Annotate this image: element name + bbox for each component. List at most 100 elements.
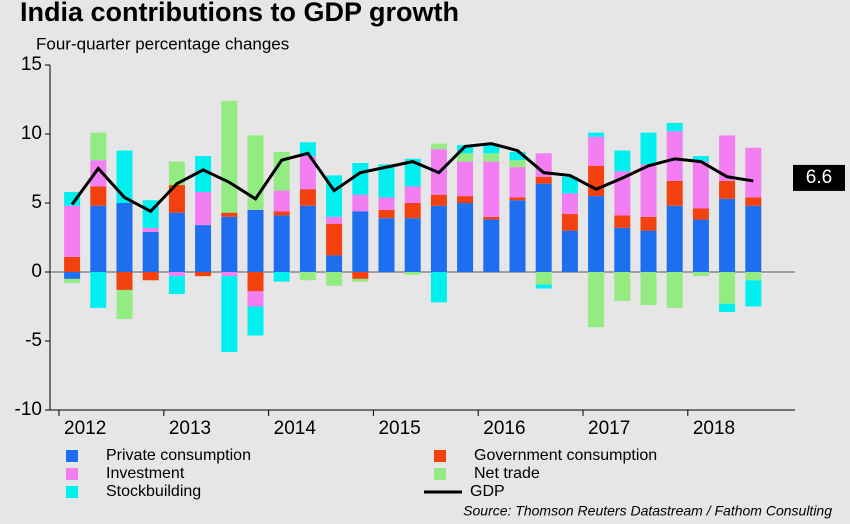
x-tick-label: 2013	[169, 418, 211, 439]
bar-segment	[483, 153, 500, 162]
bar-segment	[352, 211, 369, 272]
bar-segment	[116, 150, 133, 203]
bar-segment	[745, 205, 762, 272]
bar-segment	[692, 208, 709, 220]
legend-label: Private consumption	[106, 447, 251, 464]
bar-segment	[614, 171, 631, 216]
bar-segment	[326, 272, 343, 286]
bar-segment	[299, 272, 316, 281]
bar-segment	[666, 122, 683, 132]
bar-segment	[561, 193, 578, 215]
y-tick-label: -10	[15, 399, 42, 420]
bar-segment	[457, 203, 474, 272]
y-tick-label: 10	[21, 123, 42, 144]
bar-segment	[273, 272, 290, 282]
bar-segment	[221, 216, 238, 272]
bar-segment	[247, 209, 264, 272]
bar-segment	[116, 272, 133, 290]
bar-segment	[195, 225, 212, 272]
legend-swatch	[434, 450, 446, 462]
bar-segment	[483, 143, 500, 154]
bar-segment	[90, 186, 107, 206]
bar-segment	[430, 143, 447, 150]
bar-segment	[614, 215, 631, 228]
bar-segment	[378, 164, 395, 198]
bar-segment	[588, 272, 605, 328]
bar-segment	[142, 231, 159, 272]
bar-segment	[299, 142, 316, 157]
bar-segment	[221, 212, 238, 217]
bar-segment	[640, 230, 657, 272]
bar-segment	[719, 180, 736, 199]
bar-segment	[116, 289, 133, 319]
value-label-box	[793, 164, 845, 191]
bar-segment	[640, 164, 657, 217]
bar-segment	[352, 278, 369, 282]
bar-segment	[64, 191, 81, 206]
bar-segment	[168, 161, 185, 186]
y-tick-label: 5	[31, 192, 42, 213]
bar-segment	[483, 216, 500, 220]
bar-segment	[614, 272, 631, 301]
bar-segment	[404, 203, 421, 219]
bar-segment	[457, 161, 474, 197]
bar-segment	[457, 153, 474, 162]
bar-segment	[588, 196, 605, 272]
bar-segment	[64, 205, 81, 257]
bar-segment	[745, 147, 762, 198]
x-tick-label: 2018	[693, 418, 735, 439]
bar-segment	[430, 205, 447, 272]
y-tick-label: -5	[25, 330, 42, 351]
bar-segment	[247, 291, 264, 307]
x-tick-label: 2014	[274, 418, 317, 439]
legend-swatch	[66, 486, 78, 498]
bar-segment	[326, 216, 343, 224]
bar-segment	[509, 197, 526, 201]
bar-segment	[116, 203, 133, 272]
bar-segment	[588, 165, 605, 197]
bar-segment	[142, 272, 159, 281]
y-tick-label: 15	[21, 54, 42, 75]
legend-swatch	[434, 468, 446, 480]
bar-segment	[457, 196, 474, 203]
bar-segment	[745, 197, 762, 206]
legend-label: Stockbuilding	[106, 483, 201, 500]
bar-segment	[273, 151, 290, 191]
bar-segment	[692, 219, 709, 272]
bar-segment	[430, 272, 447, 303]
bar-segment	[90, 272, 107, 308]
bar-segment	[640, 216, 657, 231]
source: Source: Thomson Reuters Datastream / Fat…	[463, 503, 832, 519]
bar-segment	[90, 160, 107, 187]
legend-label: Net trade	[474, 465, 540, 482]
bar-segment	[378, 197, 395, 210]
bar-segment	[719, 272, 736, 304]
bar-segment	[483, 219, 500, 272]
bar-segment	[666, 205, 683, 272]
legend-swatch	[66, 468, 78, 480]
bar-segment	[535, 183, 552, 272]
bar-segment	[273, 211, 290, 216]
chart-subtitle: Four-quarter percentage changes	[36, 34, 289, 53]
bar-segment	[299, 189, 316, 206]
bar-segment	[142, 227, 159, 232]
legend-label: Investment	[106, 465, 185, 482]
bar-segment	[221, 272, 238, 277]
legend-swatch	[66, 450, 78, 462]
bar-segment	[561, 214, 578, 231]
bar-segment	[195, 272, 212, 277]
bar-segment	[273, 215, 290, 272]
bar-segment	[719, 303, 736, 313]
x-tick-label: 2016	[483, 418, 525, 439]
bar-segment	[561, 230, 578, 272]
bar-segment	[299, 156, 316, 190]
legend-label: GDP	[470, 483, 505, 500]
bar-segment	[666, 131, 683, 181]
bar-segment	[352, 272, 369, 279]
bar-segment	[745, 280, 762, 307]
bar-segment	[692, 161, 709, 209]
bar-segment	[326, 255, 343, 272]
bar-segment	[90, 205, 107, 272]
